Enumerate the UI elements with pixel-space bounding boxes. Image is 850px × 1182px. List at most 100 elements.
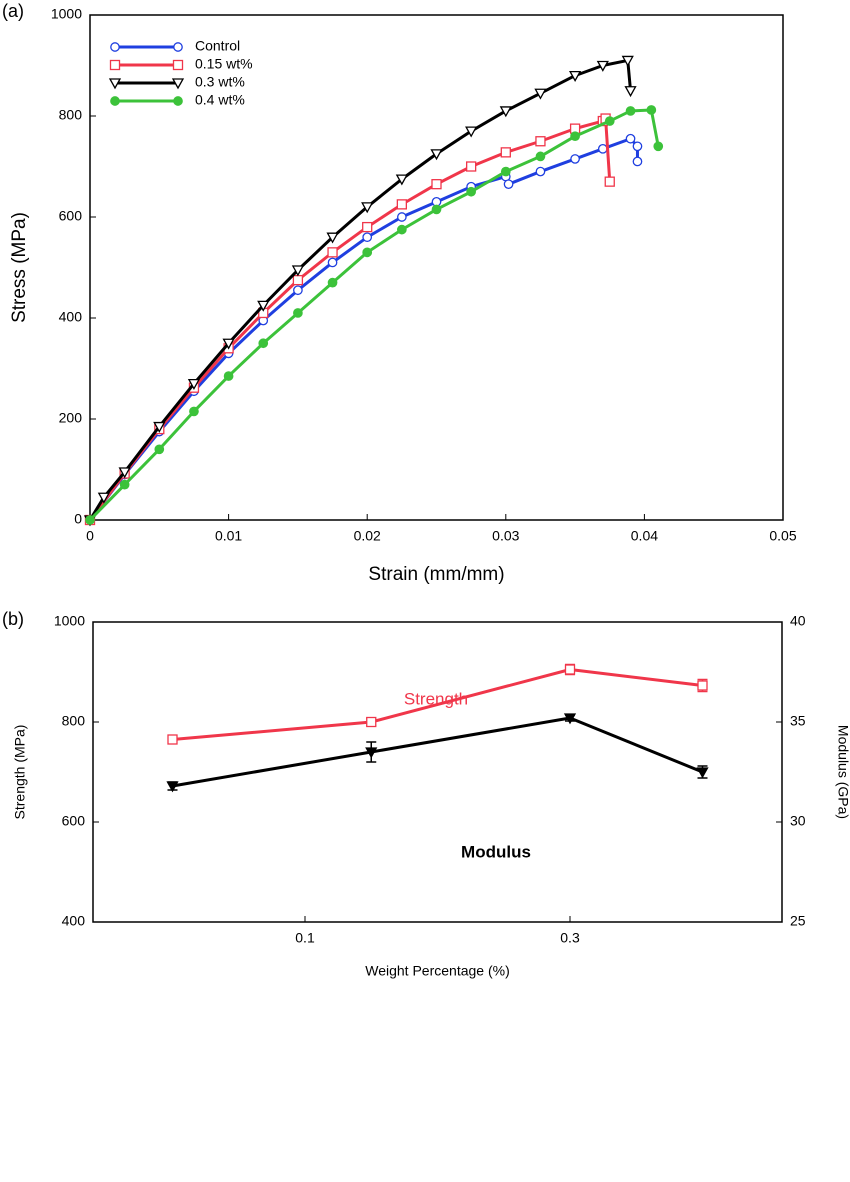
- marker: [395, 174, 408, 186]
- marker: [361, 202, 374, 214]
- marker: [597, 143, 608, 154]
- y-tick-label: 400: [59, 309, 83, 325]
- marker: [258, 338, 269, 349]
- panel-label: (b): [2, 609, 24, 629]
- marker: [570, 154, 580, 164]
- marker: [118, 467, 131, 479]
- marker: [632, 141, 643, 152]
- marker: [564, 664, 576, 675]
- plot-frame: [89, 14, 784, 521]
- marker: [499, 106, 512, 118]
- marker: [167, 734, 178, 745]
- x-tick-label: 0.3: [560, 930, 580, 946]
- y-tick-label: 800: [62, 713, 86, 729]
- series-line: [88, 137, 639, 521]
- marker: [431, 204, 442, 215]
- legend-marker: [171, 78, 185, 90]
- x-tick-label: 0.02: [354, 528, 381, 544]
- y-axis-label: Strength (MPa): [12, 725, 28, 820]
- marker: [646, 105, 657, 115]
- annotation: Strength: [404, 689, 468, 708]
- marker: [625, 133, 636, 144]
- legend-label: Control: [195, 38, 240, 54]
- marker: [500, 147, 511, 158]
- marker: [696, 767, 709, 779]
- y2-tick-label: 40: [790, 613, 806, 629]
- y2-tick-label: 25: [790, 913, 806, 929]
- x-axis-label: Weight Percentage (%): [365, 963, 509, 979]
- x-tick-label: 0.1: [295, 930, 315, 946]
- y2-tick-label: 35: [790, 713, 806, 729]
- marker: [119, 479, 130, 490]
- marker: [503, 179, 514, 190]
- series-line: [88, 108, 660, 522]
- marker: [535, 136, 546, 147]
- y2-tick-label: 30: [790, 813, 806, 829]
- marker: [535, 151, 546, 162]
- x-tick-label: 0.05: [769, 528, 796, 544]
- marker: [396, 212, 407, 222]
- marker: [293, 308, 303, 318]
- marker: [568, 70, 582, 82]
- legend-marker: [110, 42, 120, 52]
- y-tick-label: 800: [59, 107, 83, 123]
- marker: [465, 161, 477, 172]
- marker: [327, 277, 338, 288]
- legend-marker: [172, 59, 184, 71]
- y-tick-label: 600: [62, 813, 86, 829]
- marker: [154, 444, 165, 455]
- marker: [563, 713, 577, 725]
- legend-label: 0.3 wt%: [195, 74, 245, 90]
- legend-marker: [110, 96, 120, 106]
- marker: [500, 166, 511, 177]
- annotation: Modulus: [461, 842, 531, 861]
- legend-label: 0.15 wt%: [195, 56, 253, 72]
- marker: [596, 60, 609, 72]
- panel-label: (a): [2, 1, 24, 21]
- marker: [166, 781, 179, 793]
- y-tick-label: 1000: [54, 613, 85, 629]
- y-tick-label: 600: [59, 208, 83, 224]
- marker: [326, 232, 339, 244]
- marker: [153, 421, 166, 433]
- legend-marker: [173, 96, 183, 106]
- marker: [257, 300, 270, 312]
- marker: [625, 106, 636, 116]
- x-tick-label: 0.01: [215, 528, 242, 544]
- marker: [570, 131, 580, 142]
- marker: [223, 371, 234, 381]
- marker: [292, 274, 304, 286]
- marker: [396, 199, 408, 210]
- marker: [291, 265, 305, 277]
- y-tick-label: 200: [59, 410, 83, 426]
- marker: [430, 149, 443, 161]
- marker: [535, 166, 546, 177]
- x-axis-label: Strain (mm/mm): [368, 564, 504, 585]
- marker: [327, 247, 338, 258]
- marker: [362, 247, 373, 258]
- series-line: [172, 668, 703, 741]
- marker: [632, 156, 643, 167]
- plot-frame: [92, 621, 783, 923]
- marker: [697, 680, 708, 691]
- y-tick-label: 1000: [51, 6, 82, 22]
- marker: [327, 257, 338, 268]
- marker: [466, 186, 476, 197]
- marker: [366, 716, 377, 728]
- legend-label: 0.4 wt%: [195, 92, 245, 108]
- legend-marker: [109, 59, 121, 71]
- marker: [187, 378, 201, 390]
- marker: [189, 406, 199, 417]
- y-tick-label: 0: [74, 511, 82, 527]
- legend-marker: [108, 78, 122, 90]
- legend-marker: [173, 42, 183, 52]
- y2-axis-label: Modulus (GPa): [835, 725, 850, 819]
- marker: [222, 338, 235, 350]
- marker: [604, 176, 615, 187]
- marker: [621, 55, 634, 67]
- marker: [365, 747, 378, 759]
- marker: [85, 515, 95, 525]
- series-line: [88, 58, 633, 521]
